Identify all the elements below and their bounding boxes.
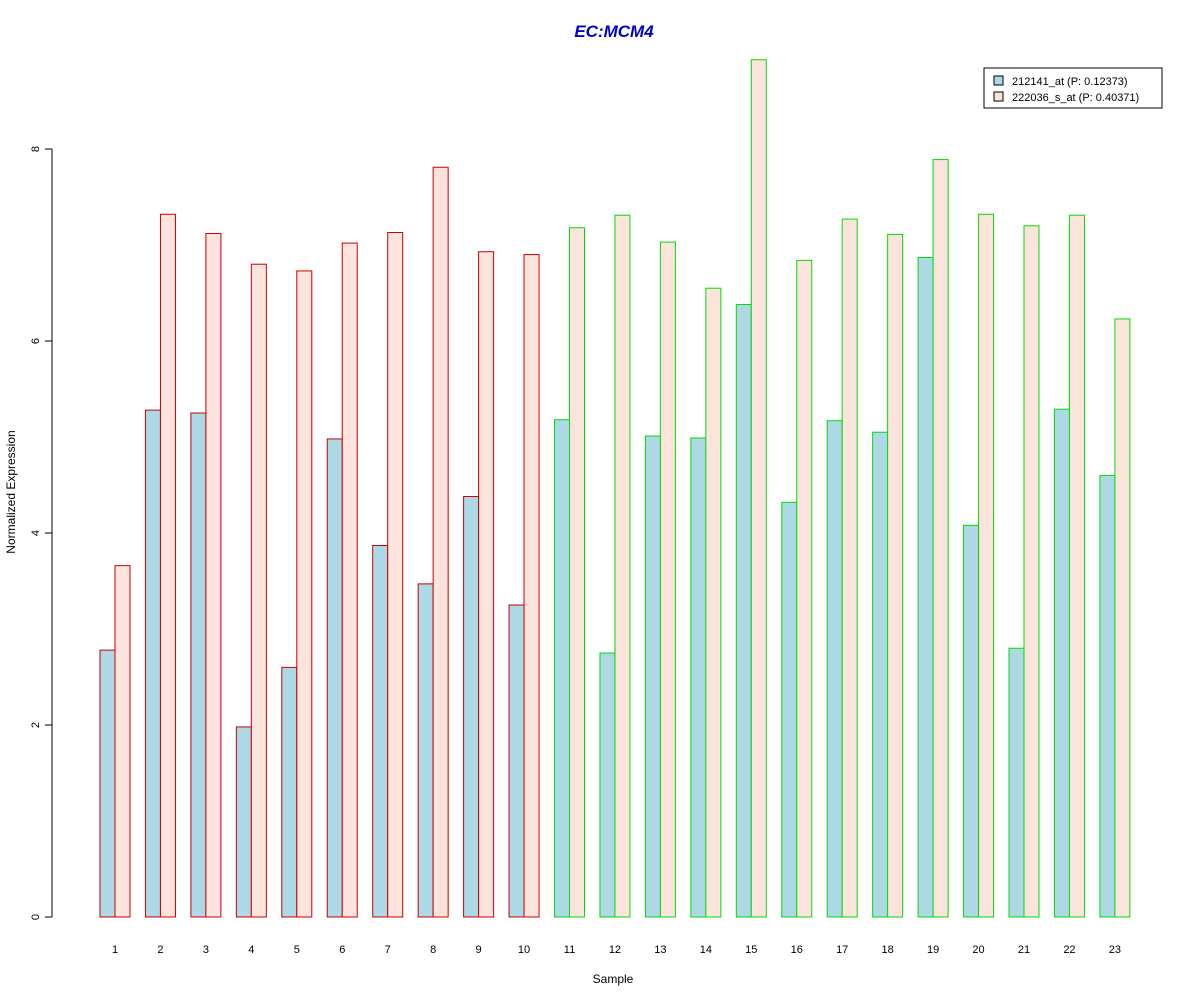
x-axis-tick-label: 8 — [430, 944, 436, 956]
bar-series-2-sample-14 — [705, 287, 722, 918]
y-axis-tick-label: 8 — [30, 146, 42, 152]
x-axis-tick-label: 9 — [476, 944, 482, 956]
bar-series-1-sample-3 — [190, 412, 207, 918]
bar-series-2-sample-5 — [296, 270, 313, 918]
bar-series-2-sample-22 — [1068, 214, 1085, 918]
legend-swatch-series-2 — [993, 91, 1004, 102]
legend-label-series-1: 212141_at (P: 0.12373) — [1012, 76, 1128, 88]
y-axis: 0 2 4 6 8 — [30, 146, 53, 920]
x-axis-tick-label: 1 — [112, 944, 118, 956]
bar-series-2-sample-19 — [932, 159, 949, 918]
x-axis-tick-label: 13 — [654, 944, 666, 956]
bar-series-2-sample-10 — [523, 254, 540, 918]
bar-series-2-sample-2 — [159, 213, 176, 918]
bar-series-1-sample-1 — [99, 649, 116, 918]
x-axis-tick-label: 3 — [203, 944, 209, 956]
y-axis-tick-label: 4 — [30, 530, 42, 536]
bar-series-2-sample-3 — [205, 232, 222, 918]
bar-series-1-sample-8 — [417, 583, 434, 918]
bar-series-2-sample-18 — [887, 233, 904, 918]
x-axis-tick-label: 10 — [518, 944, 530, 956]
bars — [99, 59, 1131, 918]
bar-series-1-sample-23 — [1099, 474, 1116, 918]
x-axis-tick-label: 14 — [700, 944, 712, 956]
bar-series-2-sample-23 — [1114, 318, 1131, 918]
bar-series-1-sample-7 — [372, 544, 389, 918]
bar-series-1-sample-21 — [1008, 647, 1025, 918]
chart-title: EC:MCM4 — [574, 22, 654, 41]
y-axis-tick-label: 6 — [30, 338, 42, 344]
bar-series-1-sample-10 — [508, 604, 525, 918]
bar-series-1-sample-12 — [599, 652, 616, 918]
bar-series-1-sample-13 — [644, 435, 661, 918]
x-axis-tick-label: 19 — [927, 944, 939, 956]
x-axis-tick-label: 7 — [385, 944, 391, 956]
x-axis-tick-label: 18 — [882, 944, 894, 956]
bar-series-1-sample-9 — [463, 496, 480, 918]
x-axis-tick-label: 17 — [836, 944, 848, 956]
legend-label-series-2: 222036_s_at (P: 0.40371) — [1012, 92, 1139, 104]
legend-swatch-series-1 — [993, 75, 1004, 86]
bar-series-2-sample-7 — [387, 232, 404, 918]
bar-series-1-sample-6 — [326, 438, 343, 918]
bar-series-1-sample-18 — [872, 431, 889, 918]
x-axis-tick-label: 16 — [791, 944, 803, 956]
legend-box — [983, 67, 1163, 109]
bar-series-2-sample-4 — [250, 263, 267, 918]
x-axis-label: Sample — [593, 972, 634, 986]
y-axis-tick-label: 2 — [30, 722, 42, 728]
bar-series-1-sample-11 — [554, 419, 570, 918]
x-axis-tick-label: 2 — [157, 944, 163, 956]
x-axis-tick-label: 23 — [1109, 944, 1121, 956]
x-axis-tick-label: 12 — [609, 944, 621, 956]
bar-series-1-sample-17 — [826, 420, 843, 918]
x-axis-tick-label: 11 — [564, 944, 575, 956]
bar-series-2-sample-11 — [569, 227, 585, 918]
bar-series-1-sample-19 — [917, 256, 934, 918]
x-axis-tick-label: 20 — [972, 944, 984, 956]
x-axis-tick-labels: 1 2 3 4 5 6 7 8 9 10 11 12 13 14 15 16 17 18 19 20 21 22 23 — [112, 944, 1121, 956]
bar-series-1-sample-14 — [690, 437, 707, 918]
bar-series-1-sample-15 — [735, 304, 752, 918]
bar-series-1-sample-20 — [963, 524, 980, 918]
x-axis-tick-label: 21 — [1018, 944, 1030, 956]
bar-series-2-sample-15 — [750, 59, 767, 918]
bar-series-2-sample-9 — [478, 251, 495, 918]
bar-series-2-sample-6 — [341, 242, 358, 918]
bar-series-1-sample-2 — [144, 409, 161, 918]
bar-series-2-sample-1 — [114, 565, 131, 918]
bar-series-2-sample-20 — [978, 213, 995, 918]
x-axis-tick-label: 15 — [745, 944, 757, 956]
bar-series-2-sample-17 — [841, 218, 858, 918]
bar-series-2-sample-8 — [432, 166, 449, 918]
bar-series-2-sample-12 — [614, 214, 631, 918]
bar-series-1-sample-4 — [235, 726, 252, 918]
x-axis-tick-label: 22 — [1063, 944, 1075, 956]
bar-series-1-sample-22 — [1053, 408, 1070, 918]
y-axis-label: Normalized Expression — [4, 430, 18, 553]
x-axis-tick-label: 4 — [248, 944, 254, 956]
bar-series-1-sample-5 — [281, 666, 298, 918]
bar-series-2-sample-16 — [796, 259, 813, 918]
x-axis-tick-label: 5 — [294, 944, 300, 956]
y-axis-tick-label: 0 — [30, 914, 42, 920]
legend: 212141_at (P: 0.12373) 222036_s_at (P: 0… — [983, 67, 1163, 109]
bar-series-2-sample-13 — [659, 241, 676, 918]
x-axis-tick-label: 6 — [339, 944, 345, 956]
bar-series-2-sample-21 — [1023, 225, 1040, 918]
bar-series-1-sample-16 — [781, 501, 798, 918]
